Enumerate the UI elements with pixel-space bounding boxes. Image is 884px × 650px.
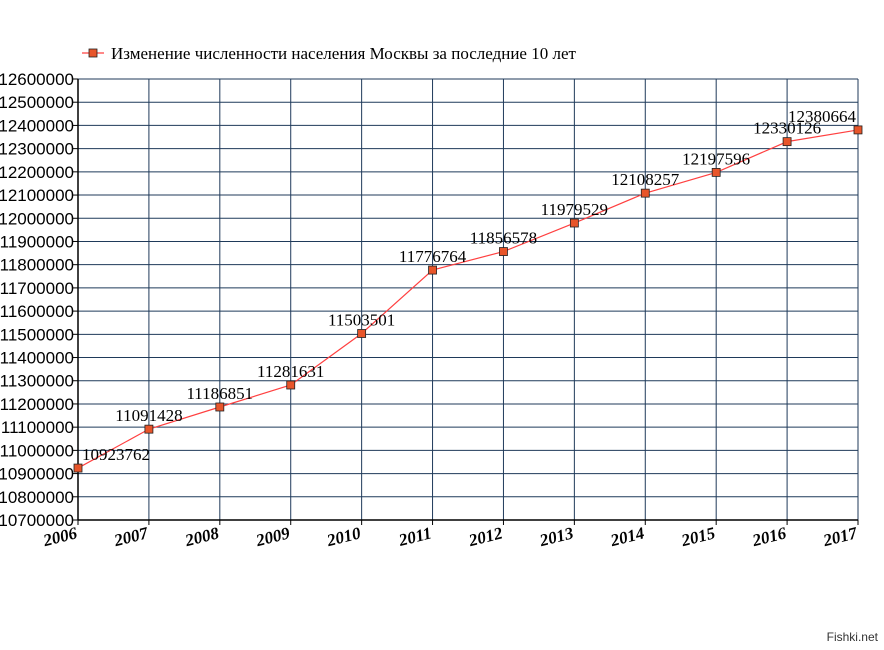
y-tick-label: 11200000 (0, 395, 74, 414)
series (73, 125, 863, 473)
y-tick-label: 10900000 (0, 465, 74, 484)
x-tick-label: 2007 (111, 523, 151, 550)
data-label: 12197596 (682, 149, 750, 168)
legend-marker (88, 48, 98, 58)
y-tick-label: 10800000 (0, 488, 74, 507)
data-point (782, 137, 792, 147)
y-tick-label: 11600000 (0, 302, 74, 321)
series-line (77, 129, 859, 469)
x-tick-label: 2017 (820, 523, 860, 550)
data-point (853, 125, 863, 135)
legend: Изменение численности населения Москвы з… (82, 44, 577, 63)
y-tick-label: 12300000 (0, 140, 74, 159)
y-tick-label: 12000000 (0, 209, 74, 228)
data-label: 12108257 (611, 170, 680, 189)
data-point (144, 424, 154, 434)
data-label: 11186851 (186, 384, 253, 403)
data-label: 11856578 (470, 229, 537, 248)
x-tick-label: 2011 (396, 523, 434, 550)
x-tick-label: 2009 (253, 523, 292, 550)
x-tick-label: 2013 (537, 523, 576, 550)
y-tick-label: 10700000 (0, 511, 74, 530)
data-point (640, 188, 650, 198)
data-label: 10923762 (82, 445, 150, 464)
y-tick-label: 11500000 (0, 325, 74, 344)
y-tick-label: 11100000 (1, 418, 74, 437)
y-tick-label: 12100000 (0, 186, 74, 205)
data-label: 11091428 (115, 406, 182, 425)
x-tick-label: 2015 (679, 523, 718, 550)
data-point (711, 168, 721, 177)
data-point (73, 463, 83, 473)
x-tick-label: 2008 (182, 523, 221, 550)
x-tick-label: 2016 (750, 523, 789, 550)
y-tick-label: 12600000 (0, 70, 74, 89)
data-label: 12380664 (788, 107, 857, 126)
watermark: Fishki.net (826, 630, 878, 644)
data-point (569, 218, 579, 228)
data-point (286, 380, 296, 390)
y-tick-label: 11300000 (0, 372, 74, 391)
y-tick-label: 12400000 (0, 116, 74, 135)
y-tick-label: 11800000 (0, 256, 74, 275)
data-label: 11979529 (541, 200, 608, 219)
y-tick-label: 12500000 (0, 93, 74, 112)
y-axis: 10700000 10800000 10900000 11000000 11100000… (0, 70, 78, 530)
y-tick-label: 11700000 (0, 279, 74, 298)
data-point (499, 247, 508, 256)
grid (77, 78, 859, 521)
y-tick-label: 11400000 (0, 349, 74, 368)
data-label: 11776764 (399, 247, 467, 266)
data-label: 11281631 (257, 362, 324, 381)
data-point (215, 402, 225, 412)
x-tick-label: 2010 (324, 523, 363, 550)
data-point (428, 265, 437, 275)
data-label: 12330126 (753, 119, 821, 138)
x-tick-label: 2012 (466, 523, 505, 550)
legend-label: Изменение численности населения Москвы з… (111, 44, 577, 63)
x-tick-label: 2014 (608, 523, 647, 550)
y-tick-label: 11900000 (0, 232, 74, 251)
y-tick-label: 12200000 (0, 163, 74, 182)
x-axis: 2006 2007 2008 2009 2010 2011 2012 2013 2014 2015… (40, 520, 860, 550)
data-label: 11503501 (328, 311, 395, 330)
data-point (357, 329, 367, 338)
y-tick-label: 11000000 (0, 441, 74, 460)
